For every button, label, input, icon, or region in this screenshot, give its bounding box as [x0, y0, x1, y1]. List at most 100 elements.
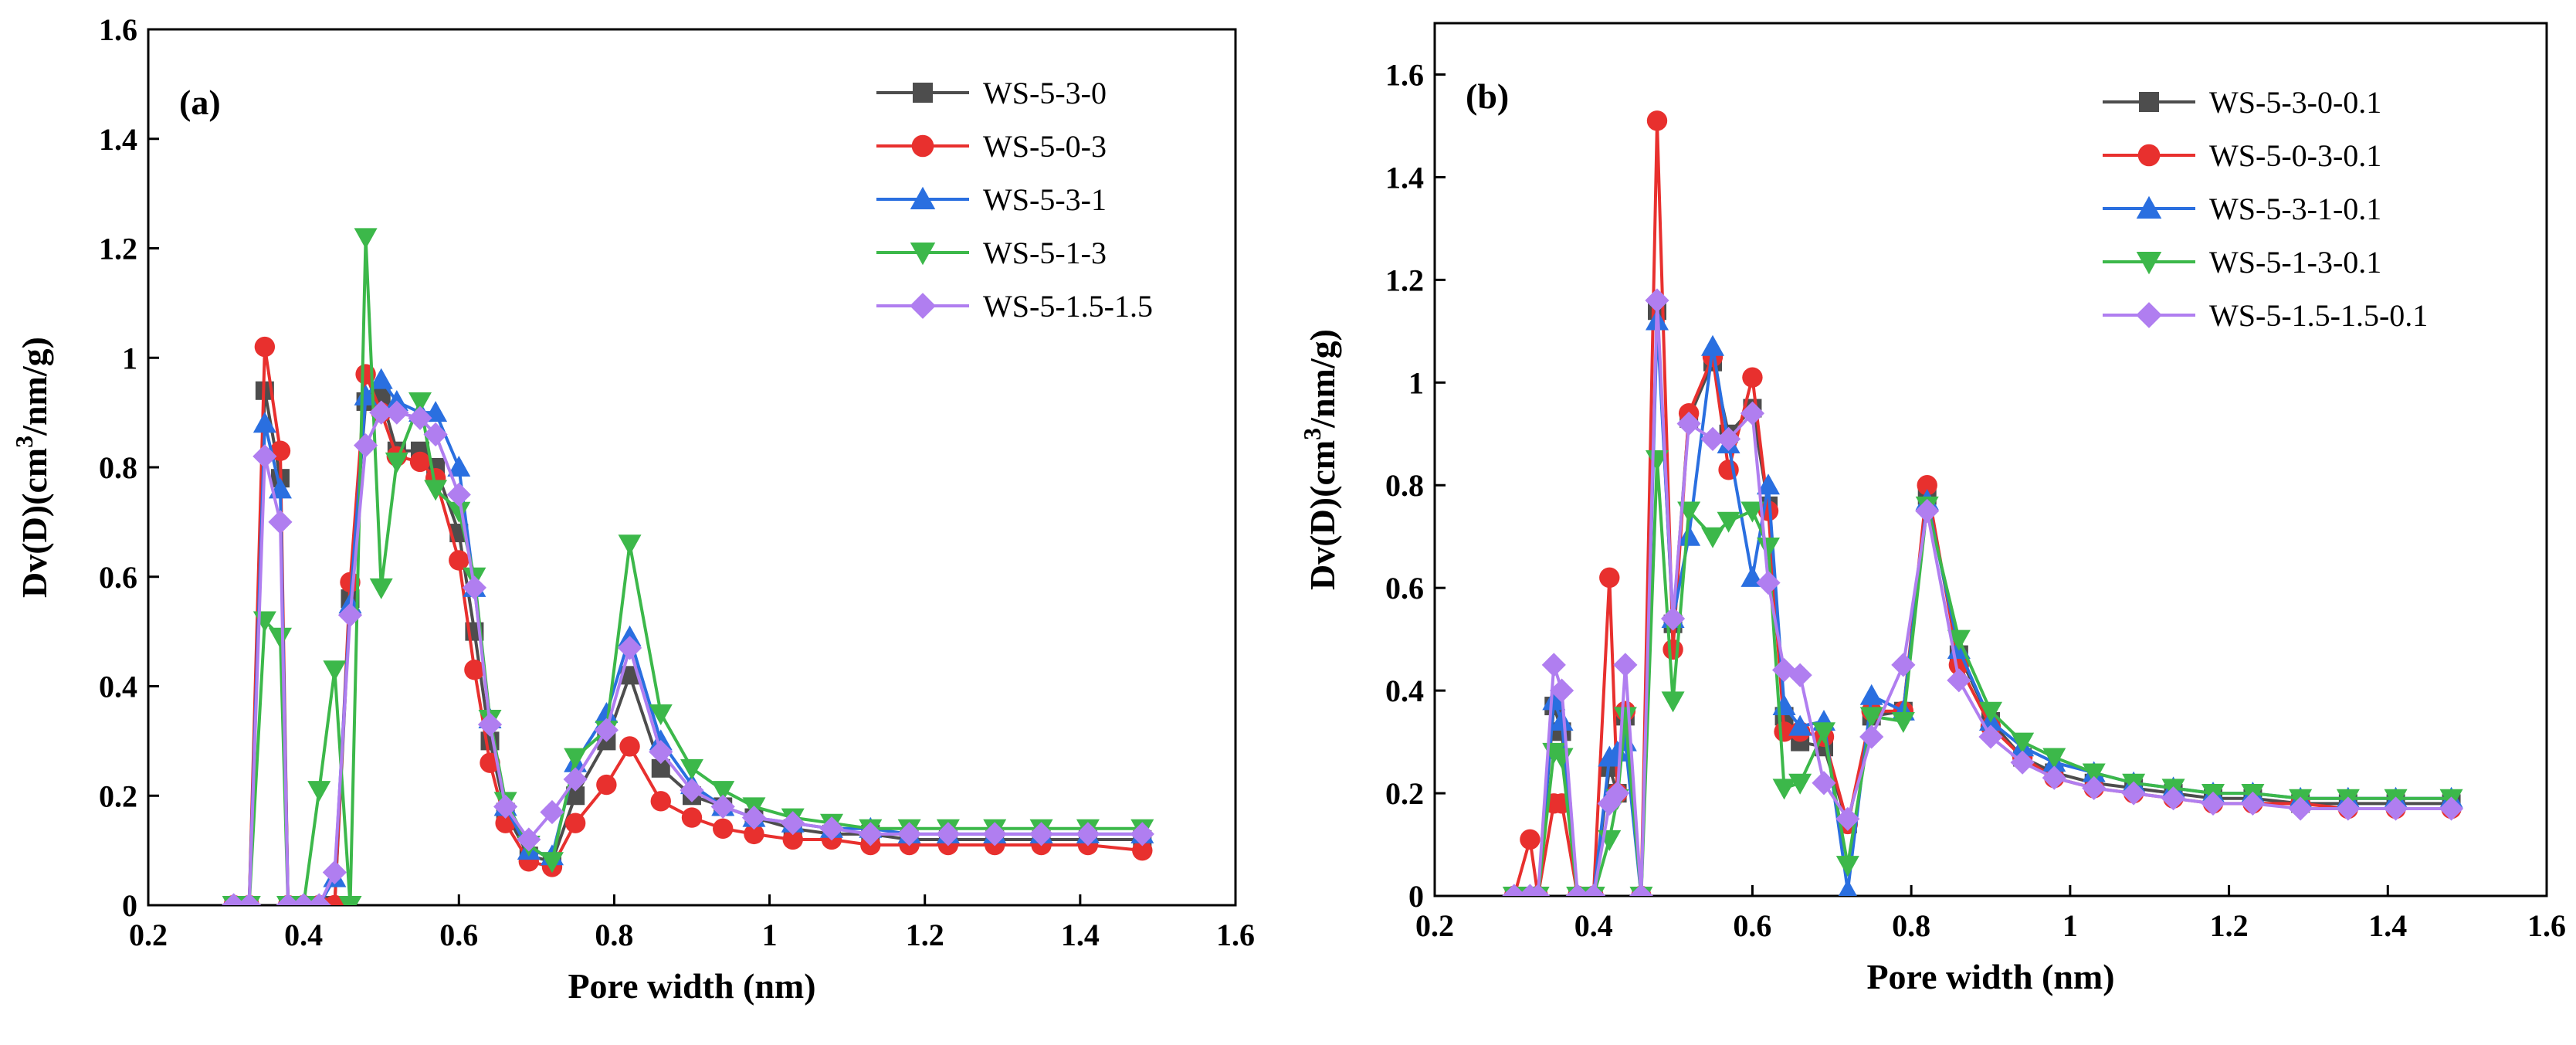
data-point [462, 575, 486, 600]
data-point [254, 336, 276, 358]
data-point [1701, 334, 1724, 356]
data-point [936, 822, 961, 847]
legend-label: WS-5-3-0-0.1 [2209, 85, 2381, 120]
y-tick-label: 0.6 [99, 560, 137, 595]
legend-label: WS-5-0-3-0.1 [2209, 138, 2381, 173]
data-point [1646, 110, 1668, 131]
y-tick-label: 0.8 [99, 450, 137, 485]
data-point [2161, 786, 2186, 811]
data-point [2042, 765, 2066, 790]
x-axis-title: Pore width (nm) [1866, 957, 2114, 996]
y-tick-label: 0 [122, 888, 137, 923]
data-point [744, 823, 764, 845]
data-point [1740, 501, 1764, 523]
data-point [253, 444, 277, 469]
data-point [741, 806, 767, 830]
legend-label: WS-5-3-0 [983, 76, 1107, 110]
y-axis-title: Dv(D)(cm3/nm/g) [10, 337, 54, 598]
y-tick-label: 1.2 [1385, 263, 1424, 297]
data-point [1132, 840, 1153, 861]
data-point [385, 452, 408, 473]
data-point [1029, 822, 1054, 847]
data-point [1859, 724, 1884, 749]
x-tick-label: 1.6 [2527, 908, 2566, 943]
data-point [1979, 701, 2002, 723]
data-point [1756, 570, 1781, 595]
y-tick-label: 1.4 [1385, 160, 1424, 195]
x-tick-label: 0.6 [439, 918, 478, 952]
data-point [447, 501, 471, 523]
data-point [323, 660, 347, 682]
data-point [340, 572, 361, 593]
data-point [1788, 663, 1812, 687]
data-point [354, 228, 378, 249]
chart-panel-a: 0.2 0.4 0.6 0.8 1 1.2 1.4 1.6 0 0.2 0.4 0.6 0.8 1 1.2 1… [10, 12, 1255, 1006]
data-point [222, 893, 246, 905]
data-point [2439, 796, 2464, 821]
data-point [493, 794, 518, 819]
legend-marker [910, 293, 936, 319]
data-point [1646, 450, 1669, 471]
x-tick-label: 1 [762, 918, 778, 952]
data-point [1520, 829, 1541, 850]
panel-label: (a) [179, 83, 221, 122]
data-point [276, 893, 300, 905]
data-point [1859, 707, 1883, 728]
data-point [781, 811, 805, 836]
y-tick-label: 0.8 [1385, 468, 1424, 503]
data-point [477, 712, 503, 737]
data-point [1812, 771, 1836, 796]
legend-marker [2139, 92, 2159, 112]
data-point [563, 767, 588, 792]
x-tick-label: 1.4 [1061, 918, 1100, 952]
data-point [464, 660, 485, 680]
y-tick-label: 1.6 [99, 12, 137, 47]
data-point [1838, 879, 1857, 896]
panel-label: (b) [1466, 76, 1509, 116]
data-point [1660, 606, 1686, 631]
data-point [2010, 750, 2035, 775]
legend-item: WS-5-3-0-0.1 [2103, 85, 2381, 120]
data-point [307, 893, 331, 905]
x-axis-title: Pore width (nm) [568, 966, 815, 1006]
y-tick-label: 1.4 [99, 122, 137, 157]
legend-item: WS-5-3-1-0.1 [2103, 192, 2381, 226]
data-point [2201, 791, 2225, 816]
data-point [449, 550, 469, 571]
data-point [1076, 822, 1100, 847]
data-point [408, 392, 432, 413]
data-point [1526, 884, 1551, 896]
data-point [322, 860, 347, 885]
data-point [2240, 791, 2266, 816]
series-line [233, 411, 1143, 905]
chart-panel-b: 0.2 0.4 0.6 0.8 1 1.2 1.4 1.6 0 0.2 0.4 0.6 0.8 1 1.2 1… [1288, 0, 2576, 1045]
data-point [1947, 629, 1971, 651]
data-point [681, 807, 703, 828]
data-point [338, 896, 362, 905]
data-point [369, 578, 393, 599]
data-point [1701, 527, 1724, 548]
series-line [1513, 458, 2452, 896]
data-point [1130, 822, 1154, 847]
data-point [982, 822, 1007, 847]
data-point [1700, 426, 1725, 452]
data-point [307, 781, 331, 802]
series-ws-5-1-5-1-5 [222, 400, 1154, 905]
y-tick-label: 1 [1408, 365, 1424, 400]
legend-marker [911, 134, 934, 158]
data-point [618, 534, 642, 556]
y-tick-label: 0.4 [99, 670, 137, 704]
data-point [1550, 710, 1574, 731]
data-point [595, 701, 619, 723]
legend-label: WS-5-1.5-1.5-0.1 [2209, 298, 2428, 333]
x-tick-label: 1.2 [2210, 908, 2249, 943]
y-tick-label: 1.2 [99, 232, 137, 266]
data-point [617, 636, 642, 660]
data-point [1676, 411, 1701, 436]
data-point [2082, 763, 2106, 785]
legend-marker [2136, 302, 2162, 328]
data-point [1835, 856, 1859, 877]
data-point [1599, 567, 1620, 589]
data-point [2011, 732, 2035, 754]
data-point [1613, 653, 1638, 677]
